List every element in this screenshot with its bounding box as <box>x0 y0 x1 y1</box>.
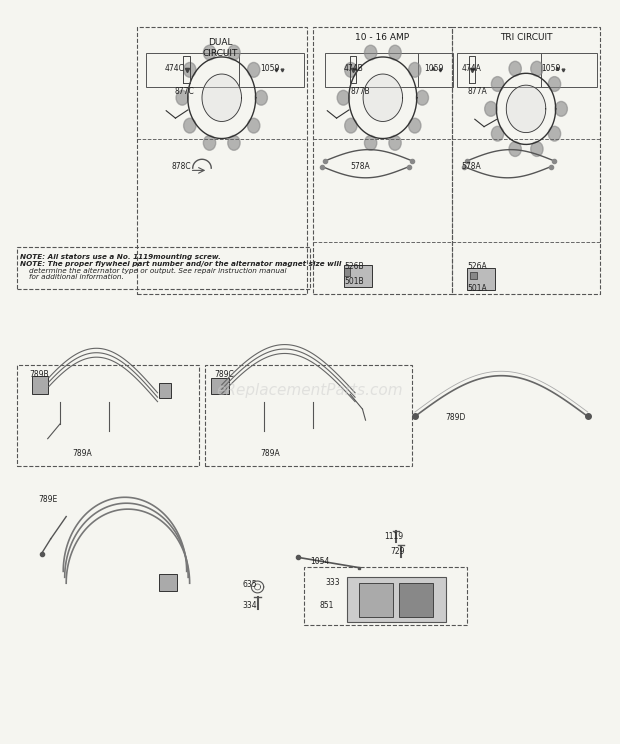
Circle shape <box>548 77 560 92</box>
Text: 334: 334 <box>242 601 257 610</box>
Text: TRI CIRCUIT: TRI CIRCUIT <box>500 33 552 42</box>
Text: NOTE: All stators use a No. 1119mounting screw.: NOTE: All stators use a No. 1119mounting… <box>20 254 221 260</box>
Circle shape <box>203 135 216 150</box>
Circle shape <box>409 62 421 77</box>
Circle shape <box>345 118 357 133</box>
Circle shape <box>337 90 350 105</box>
Bar <box>32 376 48 394</box>
Bar <box>347 577 446 622</box>
Text: 878C: 878C <box>171 162 191 171</box>
Polygon shape <box>363 74 402 121</box>
Text: 789B: 789B <box>29 370 49 379</box>
Bar <box>211 378 229 394</box>
Circle shape <box>509 61 521 76</box>
Text: 877A: 877A <box>467 87 487 96</box>
Text: 526A: 526A <box>467 261 487 271</box>
Text: 578A: 578A <box>461 162 481 171</box>
Bar <box>344 269 350 275</box>
Circle shape <box>509 141 521 156</box>
Circle shape <box>409 118 421 133</box>
Text: eReplacementParts.com: eReplacementParts.com <box>216 383 404 398</box>
Text: 578A: 578A <box>350 162 370 171</box>
Text: 474A: 474A <box>461 63 481 73</box>
Circle shape <box>184 118 196 133</box>
Text: 1059: 1059 <box>260 63 280 73</box>
Text: 1059: 1059 <box>541 63 561 73</box>
Circle shape <box>228 135 240 150</box>
Text: for additional information.: for additional information. <box>29 274 124 280</box>
Text: 789C: 789C <box>215 370 234 379</box>
Circle shape <box>345 62 357 77</box>
Bar <box>399 583 433 617</box>
Circle shape <box>555 101 567 116</box>
Text: 789A: 789A <box>73 449 92 458</box>
Text: 851: 851 <box>319 601 334 610</box>
Text: 1059: 1059 <box>424 63 443 73</box>
Bar <box>344 265 372 286</box>
Bar <box>471 272 477 279</box>
Text: 333: 333 <box>326 578 340 587</box>
Circle shape <box>365 135 377 150</box>
Circle shape <box>228 45 240 60</box>
Text: 789A: 789A <box>260 449 280 458</box>
Text: 501B: 501B <box>344 277 363 286</box>
Text: 501A: 501A <box>467 284 487 293</box>
Circle shape <box>176 90 188 105</box>
Circle shape <box>389 135 401 150</box>
Text: 877B: 877B <box>350 87 370 96</box>
Text: 474C: 474C <box>165 63 185 73</box>
Bar <box>159 383 171 398</box>
Text: 789D: 789D <box>446 414 466 423</box>
Circle shape <box>485 101 497 116</box>
Circle shape <box>492 77 503 92</box>
Circle shape <box>492 126 503 141</box>
Text: determine the alternator type or output. See repair instruction manual: determine the alternator type or output.… <box>29 268 286 274</box>
Text: 10 - 16 AMP: 10 - 16 AMP <box>355 33 409 42</box>
Circle shape <box>247 118 260 133</box>
Text: 635: 635 <box>242 580 257 589</box>
Text: 526B: 526B <box>344 261 363 271</box>
Circle shape <box>365 45 377 60</box>
Circle shape <box>203 45 216 60</box>
Text: 729: 729 <box>390 547 405 556</box>
Circle shape <box>389 45 401 60</box>
Text: 789E: 789E <box>38 495 58 504</box>
Circle shape <box>255 90 267 105</box>
Polygon shape <box>507 85 546 132</box>
Text: 474B: 474B <box>344 63 364 73</box>
Text: 1054: 1054 <box>310 557 329 565</box>
Text: NOTE: The proper flywheel part number and/or the alternator magnet size will: NOTE: The proper flywheel part number an… <box>20 261 341 267</box>
Circle shape <box>548 126 560 141</box>
Circle shape <box>416 90 428 105</box>
Circle shape <box>184 62 196 77</box>
Bar <box>467 269 495 290</box>
Circle shape <box>531 61 543 76</box>
Text: DUAL
CIRCUIT: DUAL CIRCUIT <box>203 39 238 58</box>
Bar <box>360 583 393 617</box>
Polygon shape <box>202 74 241 121</box>
Circle shape <box>247 62 260 77</box>
Bar <box>159 574 177 591</box>
Text: 877C: 877C <box>174 87 194 96</box>
Circle shape <box>531 141 543 156</box>
Text: 1119: 1119 <box>384 532 403 541</box>
